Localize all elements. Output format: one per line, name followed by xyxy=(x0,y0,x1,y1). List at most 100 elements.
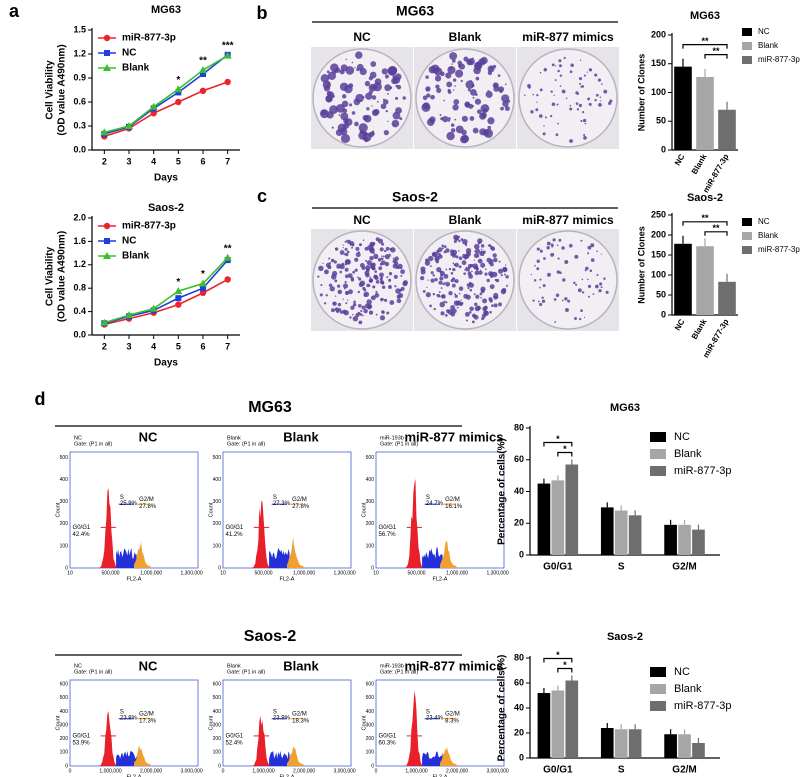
colony xyxy=(475,93,478,96)
colony xyxy=(450,271,454,275)
colony xyxy=(581,85,585,88)
flow-y-tick: 300 xyxy=(366,722,375,728)
colony xyxy=(504,273,507,276)
colony xyxy=(472,96,475,99)
s-label: S xyxy=(426,709,430,715)
colony xyxy=(380,103,387,110)
sig-label: ** xyxy=(701,213,709,223)
flow-y-tick: 600 xyxy=(213,682,222,688)
colony xyxy=(349,244,352,246)
colony xyxy=(346,239,348,242)
colony xyxy=(363,288,367,292)
flow-x-label: FL2-A xyxy=(127,576,142,582)
colony xyxy=(441,244,445,248)
colony xyxy=(461,260,467,266)
colony xyxy=(395,96,399,100)
sig-label: * xyxy=(556,650,560,660)
colony xyxy=(381,242,385,246)
g2m-pct: 17.3% xyxy=(139,718,157,724)
colony xyxy=(575,283,578,286)
significance-mark: * xyxy=(176,75,180,86)
colony xyxy=(356,68,359,72)
sample-name: NC xyxy=(74,663,82,669)
colony xyxy=(394,261,399,266)
colony xyxy=(335,247,339,251)
colony xyxy=(342,298,344,300)
colony xyxy=(384,84,392,92)
bar xyxy=(600,728,614,758)
flow-x-tick: 3,000,000 xyxy=(333,768,355,774)
colony xyxy=(487,244,490,247)
colony xyxy=(375,237,380,242)
colony xyxy=(547,272,551,277)
colony xyxy=(601,83,603,85)
colony xyxy=(597,78,602,82)
colony xyxy=(558,64,562,68)
colony xyxy=(552,238,556,242)
colony xyxy=(429,265,432,268)
colony xyxy=(370,61,377,67)
colony xyxy=(553,298,557,301)
marker xyxy=(224,276,231,283)
colony xyxy=(473,259,475,261)
g2m-peak xyxy=(287,537,304,568)
colony xyxy=(539,278,542,281)
colony xyxy=(371,132,375,136)
colony xyxy=(608,101,612,106)
colony xyxy=(451,63,453,65)
flow-x-tick: 10 xyxy=(220,570,226,576)
colony xyxy=(468,267,471,270)
g0g1-label: G0/G1 xyxy=(73,733,91,739)
colony xyxy=(394,256,399,261)
colony xyxy=(444,313,448,317)
colony xyxy=(385,246,390,251)
colony xyxy=(386,276,389,279)
colony xyxy=(375,85,379,89)
colony xyxy=(486,104,488,107)
colony xyxy=(460,79,463,83)
marker xyxy=(224,78,231,86)
colony xyxy=(468,274,473,279)
s-phase xyxy=(269,750,290,766)
flow-y-tick: 100 xyxy=(60,750,69,756)
colony xyxy=(337,284,341,288)
flow-y-tick: 600 xyxy=(366,682,375,688)
colony xyxy=(354,268,358,272)
marker xyxy=(200,285,206,292)
colony xyxy=(451,283,456,288)
y-tick-label: 0 xyxy=(661,144,666,154)
colony xyxy=(396,294,401,299)
x-tick-label: G2/M xyxy=(672,562,696,573)
colony xyxy=(454,293,456,296)
colony xyxy=(389,300,395,305)
colony xyxy=(440,287,443,289)
colony xyxy=(339,264,345,270)
y-tick-label: 1.5 xyxy=(73,24,86,34)
colony xyxy=(387,92,389,95)
colony xyxy=(538,114,543,118)
colony xyxy=(587,284,592,288)
colony xyxy=(469,306,474,312)
colony xyxy=(373,108,380,116)
colony xyxy=(328,257,331,260)
colony xyxy=(434,257,439,262)
colony xyxy=(556,103,559,106)
colony xyxy=(445,301,448,304)
flow-x-label: FL2-A xyxy=(127,774,142,777)
legend-label: miR-877-3p xyxy=(758,55,800,64)
colony xyxy=(357,276,360,279)
flow-y-tick: 500 xyxy=(60,455,69,461)
y-axis-label: Number of Clones xyxy=(636,226,646,304)
flow-x-tick: 500,000 xyxy=(101,570,119,576)
colony xyxy=(325,95,333,103)
colony xyxy=(449,66,453,70)
legend-label: miR-877-3p xyxy=(674,465,731,477)
g2m-peak xyxy=(440,541,457,568)
colony xyxy=(369,71,377,79)
colony xyxy=(369,276,372,279)
colony xyxy=(454,279,459,284)
colony xyxy=(476,305,481,311)
y-tick-label: 0.6 xyxy=(73,96,86,106)
colony xyxy=(458,250,460,252)
colony xyxy=(482,254,484,257)
